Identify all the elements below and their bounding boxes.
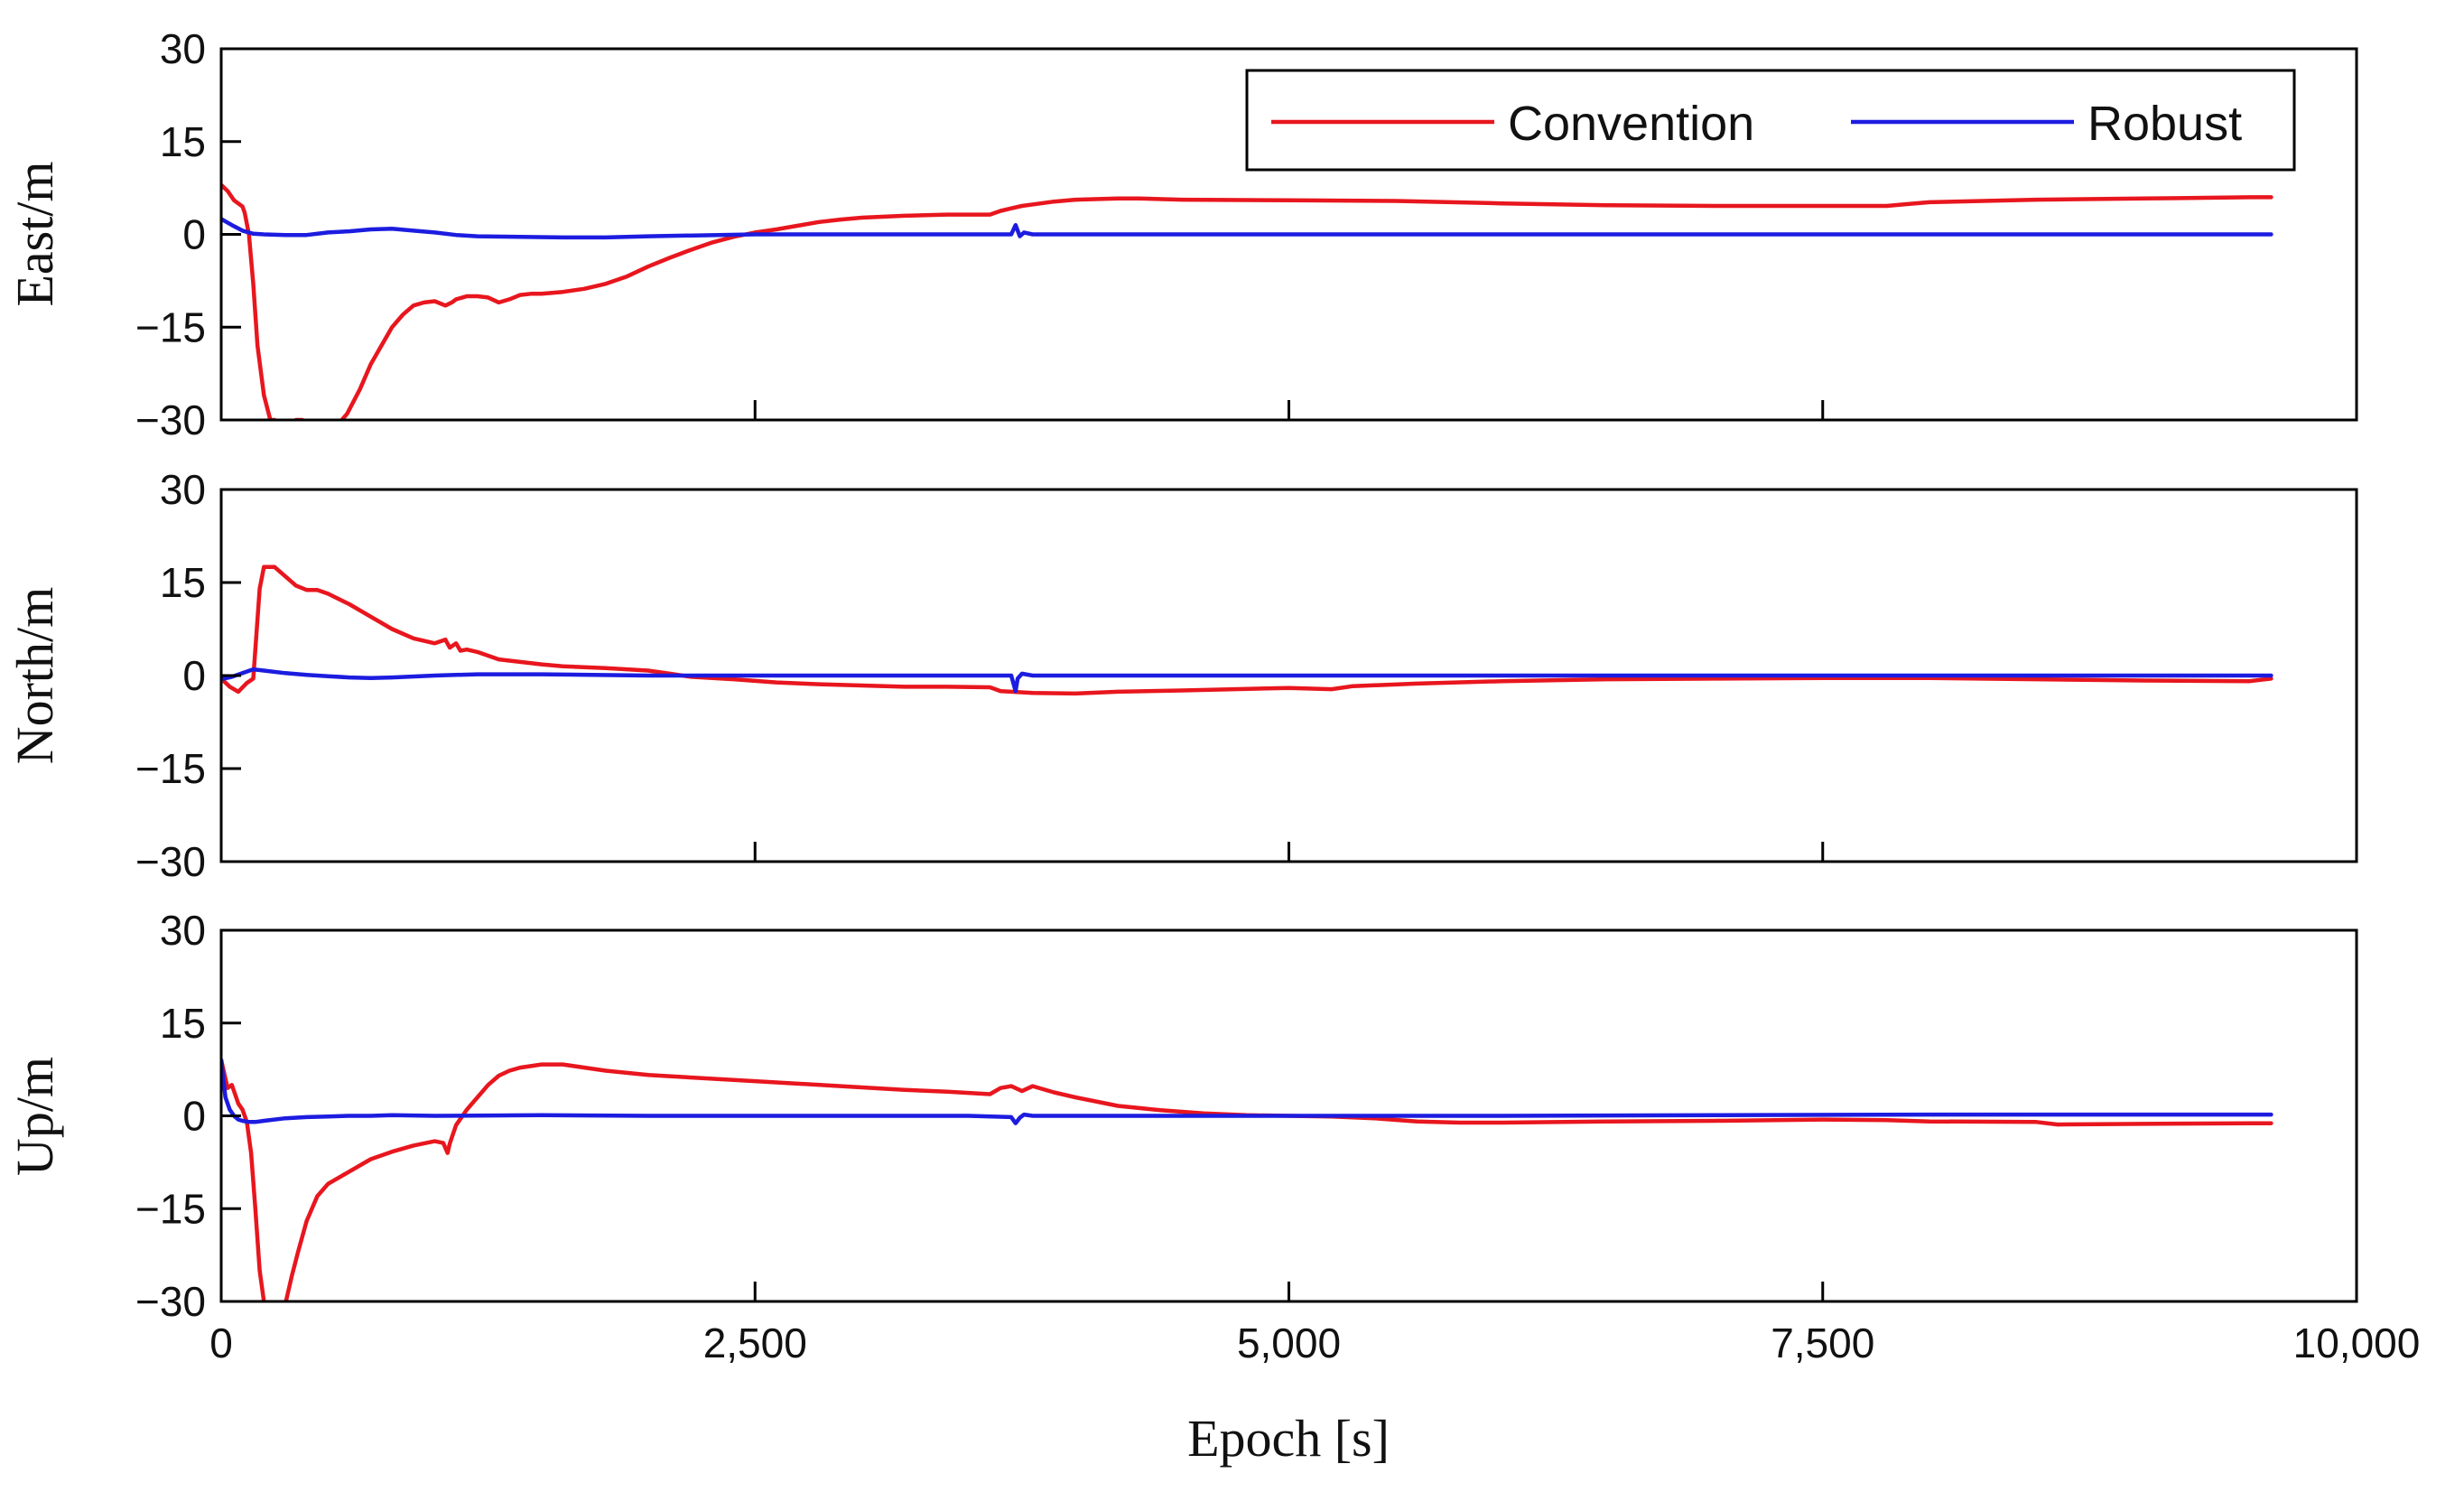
up-robust-series-line: [221, 1058, 2273, 1125]
north-ytick-minus15: −15: [135, 745, 206, 792]
xtick-2500: 2,500: [703, 1319, 807, 1366]
xtick-0: 0: [209, 1319, 233, 1366]
north-panel: 30 15 0 −15 −30 North/m: [5, 466, 2358, 885]
east-ytick-0: 0: [182, 211, 206, 258]
up-ytick-minus30: −30: [135, 1278, 206, 1325]
up-y-axis-label: Up/m: [5, 1057, 64, 1176]
east-ytick-minus15: −15: [135, 303, 206, 350]
up-ytick-minus15: −15: [135, 1185, 206, 1232]
xtick-10000: 10,000: [2293, 1319, 2421, 1366]
legend-robust-label: Robust: [2087, 97, 2242, 151]
up-ytick-0: 0: [182, 1093, 206, 1140]
east-y-axis-label: East/m: [5, 161, 64, 306]
east-panel: 30 15 0 −15 −30 East/m Convention Robust: [5, 25, 2358, 443]
up-convention-series-line: [221, 1058, 2273, 1301]
north-convention-series-line: [221, 564, 2273, 696]
x-tick-labels: 0 2,500 5,000 7,500 10,000: [209, 1319, 2420, 1366]
xtick-5000: 5,000: [1237, 1319, 1341, 1366]
north-robust-series-line: [221, 667, 2273, 694]
east-ytick-15: 15: [160, 118, 206, 165]
east-convention-series-line: [221, 182, 2273, 420]
north-ytick-minus30: −30: [135, 838, 206, 885]
x-axis-label: Epoch [s]: [1187, 1409, 1390, 1468]
legend-convention-label: Convention: [1508, 97, 1754, 151]
legend: Convention Robust: [1245, 69, 2296, 172]
north-y-axis-label: North/m: [5, 587, 64, 765]
north-ytick-0: 0: [182, 652, 206, 699]
north-ytick-15: 15: [160, 559, 206, 606]
up-panel: 30 15 0 −15 −30 Up/m: [5, 907, 2358, 1325]
north-ytick-30: 30: [160, 466, 206, 513]
up-ytick-15: 15: [160, 1000, 206, 1047]
east-ytick-minus30: −30: [135, 396, 206, 443]
east-robust-series-line: [221, 217, 2273, 240]
xtick-7500: 7,500: [1771, 1319, 1874, 1366]
east-ytick-30: 30: [160, 25, 206, 72]
up-ytick-30: 30: [160, 907, 206, 954]
